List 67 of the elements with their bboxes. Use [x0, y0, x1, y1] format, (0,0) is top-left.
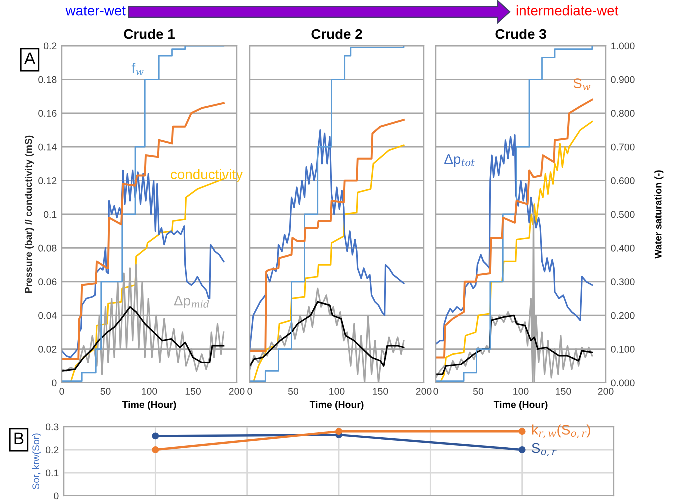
text: water-wet: [66, 6, 126, 16]
y-tick-label: 0.2: [46, 446, 59, 454]
y2-tick-label: 1.000: [612, 42, 635, 50]
y2-tick-label: 0.500: [611, 211, 635, 218]
y2-tick-label: 0.800: [611, 110, 635, 118]
x-tick-label: 0: [60, 388, 64, 395]
y-tick-label: 0: [54, 492, 59, 500]
x-tick-label: 50: [100, 388, 111, 395]
x-axis-title: Time (Hour): [494, 401, 548, 410]
x-tick-label: 100: [330, 388, 345, 395]
x-tick-label: 200: [598, 388, 614, 395]
x-tick-label: 0: [248, 388, 252, 395]
line-series: [436, 98, 594, 359]
point: [518, 446, 526, 454]
y2-tick-label: 0.600: [611, 178, 635, 184]
x-tick-label: 100: [514, 388, 529, 395]
text: intermediate-wet: [516, 6, 619, 16]
y-tick-label: 0.1: [44, 211, 57, 218]
series-label: S$_{w}$: [574, 78, 591, 90]
y-tick-label: 0.2: [44, 42, 57, 50]
chart-title: Crude 3: [496, 28, 546, 40]
x-tick-label: 150: [186, 388, 201, 395]
y-tick-label: 0.12: [38, 178, 57, 184]
x-tick-label: 0: [434, 388, 438, 395]
y2-axis-title: Water saturation (-): [654, 170, 664, 259]
x-axis-title: Time (Hour): [310, 401, 364, 410]
y2-tick-label: 0.300: [611, 278, 635, 286]
y2-tick-label: 0.200: [611, 312, 635, 320]
y-tick-label: 0.08: [38, 244, 57, 252]
series-label: Δp$_{mid}$: [174, 296, 210, 309]
x-tick-label: 200: [416, 388, 432, 395]
x-tick-label: 50: [473, 388, 484, 395]
y2-tick-label: 0.900: [611, 76, 635, 84]
y2-tick-label: 0.100: [611, 346, 635, 353]
y-axis-title: Pressure (bar) // conductivity (mS): [24, 136, 34, 293]
y-tick-label: 0.06: [38, 278, 57, 286]
x-axis-title: Time (Hour): [122, 401, 176, 410]
series-label: k$_{r,w}$(S$_{o,r}$): [532, 424, 590, 438]
y-axis-title: Sor, krw(Sor): [32, 434, 42, 490]
text: A: [24, 52, 36, 64]
y-tick-label: 0.18: [38, 76, 57, 84]
point: [336, 428, 342, 436]
y2-tick-label: 0.700: [611, 144, 635, 151]
y-tick-label: 0.16: [38, 110, 57, 118]
x-tick-label: 50: [288, 388, 299, 395]
series-label: f$_{w}$: [132, 63, 144, 76]
point: [518, 428, 526, 436]
y2-tick-label: 0.000: [611, 380, 635, 387]
chart-title: Crude 2: [312, 28, 362, 40]
y2-tick-label: 0.400: [611, 244, 635, 252]
series-label: S$_{o,r}$: [532, 443, 557, 457]
text: B: [14, 432, 24, 444]
chart-title: Crude 1: [124, 28, 175, 40]
point: [152, 446, 160, 454]
y-tick-label: 0.02: [38, 346, 57, 353]
y-tick-label: 0.14: [38, 144, 57, 151]
x-tick-label: 150: [556, 388, 572, 395]
series-label: Δp$_{tot}$: [444, 154, 475, 167]
series-label: conductivity: [171, 169, 244, 182]
y-tick-label: 0.1: [46, 470, 59, 477]
point: [152, 432, 160, 440]
x-tick-label: 150: [373, 388, 388, 395]
y-tick-label: 0: [52, 380, 57, 387]
y-tick-label: 0.04: [38, 312, 57, 320]
x-tick-label: 100: [142, 388, 158, 395]
y-tick-label: 0.3: [46, 424, 59, 431]
x-tick-label: 200: [229, 388, 245, 395]
